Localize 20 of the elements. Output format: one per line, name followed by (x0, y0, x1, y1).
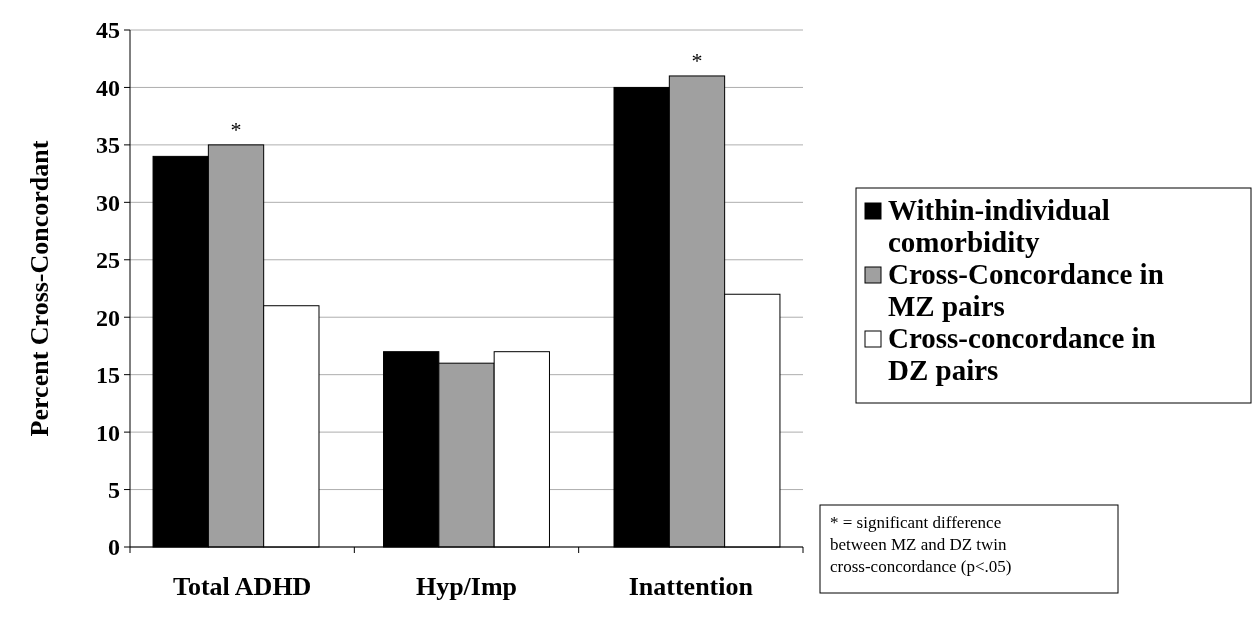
legend-label: Within-individual comorbidity (888, 194, 1110, 258)
legend-label: Cross-Concordance in MZ pairs (888, 258, 1164, 322)
y-tick-label: 25 (96, 247, 120, 274)
annotation: * (691, 47, 703, 73)
y-axis-title: Percent Cross-Concordant (25, 140, 54, 437)
y-tick-label: 5 (108, 476, 120, 503)
text: * = significant difference between MZ and DZ twin cross-concordance (p<.05) (830, 513, 1012, 576)
y-tick-label: 40 (96, 74, 120, 101)
y-tick-label: 45 (96, 17, 120, 44)
x-tick-label: Hyp/Imp (415, 572, 518, 601)
y-tick-label: 0 (108, 534, 120, 561)
legend-label: Cross-concordance in DZ pairs (888, 322, 1156, 386)
annotation: * (230, 116, 242, 142)
y-tick-label: 20 (96, 304, 120, 331)
x-tick-label: Inattention (628, 572, 754, 601)
y-tick-label: 35 (96, 132, 120, 159)
y-tick-label: 30 (96, 189, 120, 216)
x-tick-label: Total ADHD (172, 572, 312, 601)
y-tick-label: 10 (96, 419, 120, 446)
y-tick-label: 15 (96, 362, 120, 389)
